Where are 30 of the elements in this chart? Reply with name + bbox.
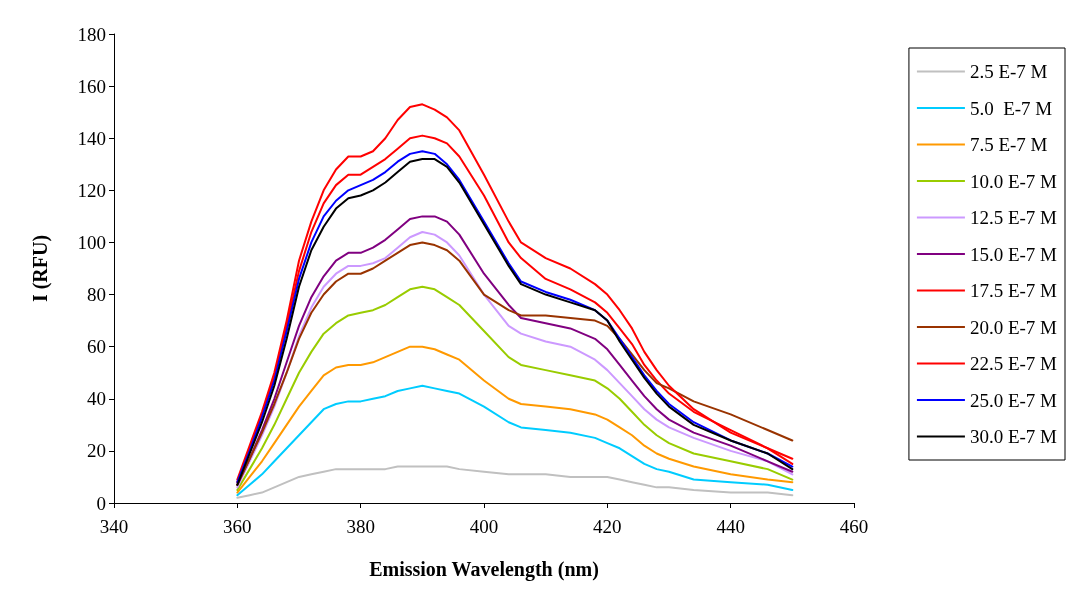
legend-label: 20.0 E-7 M	[969, 316, 1058, 338]
x-tick-label: 380	[346, 516, 375, 537]
legend-label: 17.5 E-7 M	[969, 280, 1058, 301]
legend-label: 15.0 E-7 M	[969, 243, 1058, 265]
x-tick-label: 440	[716, 516, 745, 537]
legend-label: 10.0 E-7 M	[969, 170, 1058, 192]
y-tick-label: 20	[87, 440, 106, 462]
x-axis-title: Emission Wavelength (nm)	[369, 558, 599, 581]
legend-label: 7.5 E-7 M	[969, 134, 1048, 155]
y-tick-label: 80	[87, 284, 106, 306]
x-tick-label: 360	[223, 516, 252, 537]
y-tick-label: 180	[77, 23, 106, 45]
x-tick-label: 400	[469, 516, 499, 537]
x-tick-label: 420	[593, 516, 622, 537]
legend-label: 22.5 E-7 M	[969, 353, 1058, 374]
y-tick-label: 160	[77, 75, 106, 97]
y-tick-label: 120	[77, 179, 106, 201]
legend-label: 25.0 E-7 M	[969, 389, 1058, 411]
y-tick-label: 40	[87, 388, 106, 410]
legend-label: 30.0 E-7 M	[969, 426, 1058, 447]
legend-label: 12.5 E-7 M	[969, 207, 1058, 228]
y-axis-title: I (RFU)	[29, 234, 52, 303]
y-tick-label: 0	[96, 492, 106, 514]
legend-label: 2.5 E-7 M	[969, 61, 1048, 82]
y-tick-label: 60	[87, 336, 106, 358]
y-tick-label: 140	[77, 127, 106, 149]
y-tick-label: 100	[77, 231, 106, 253]
x-tick-label: 340	[99, 516, 129, 537]
x-tick-label: 460	[839, 516, 869, 537]
legend-label: 5.0 E-7 M	[969, 97, 1053, 119]
